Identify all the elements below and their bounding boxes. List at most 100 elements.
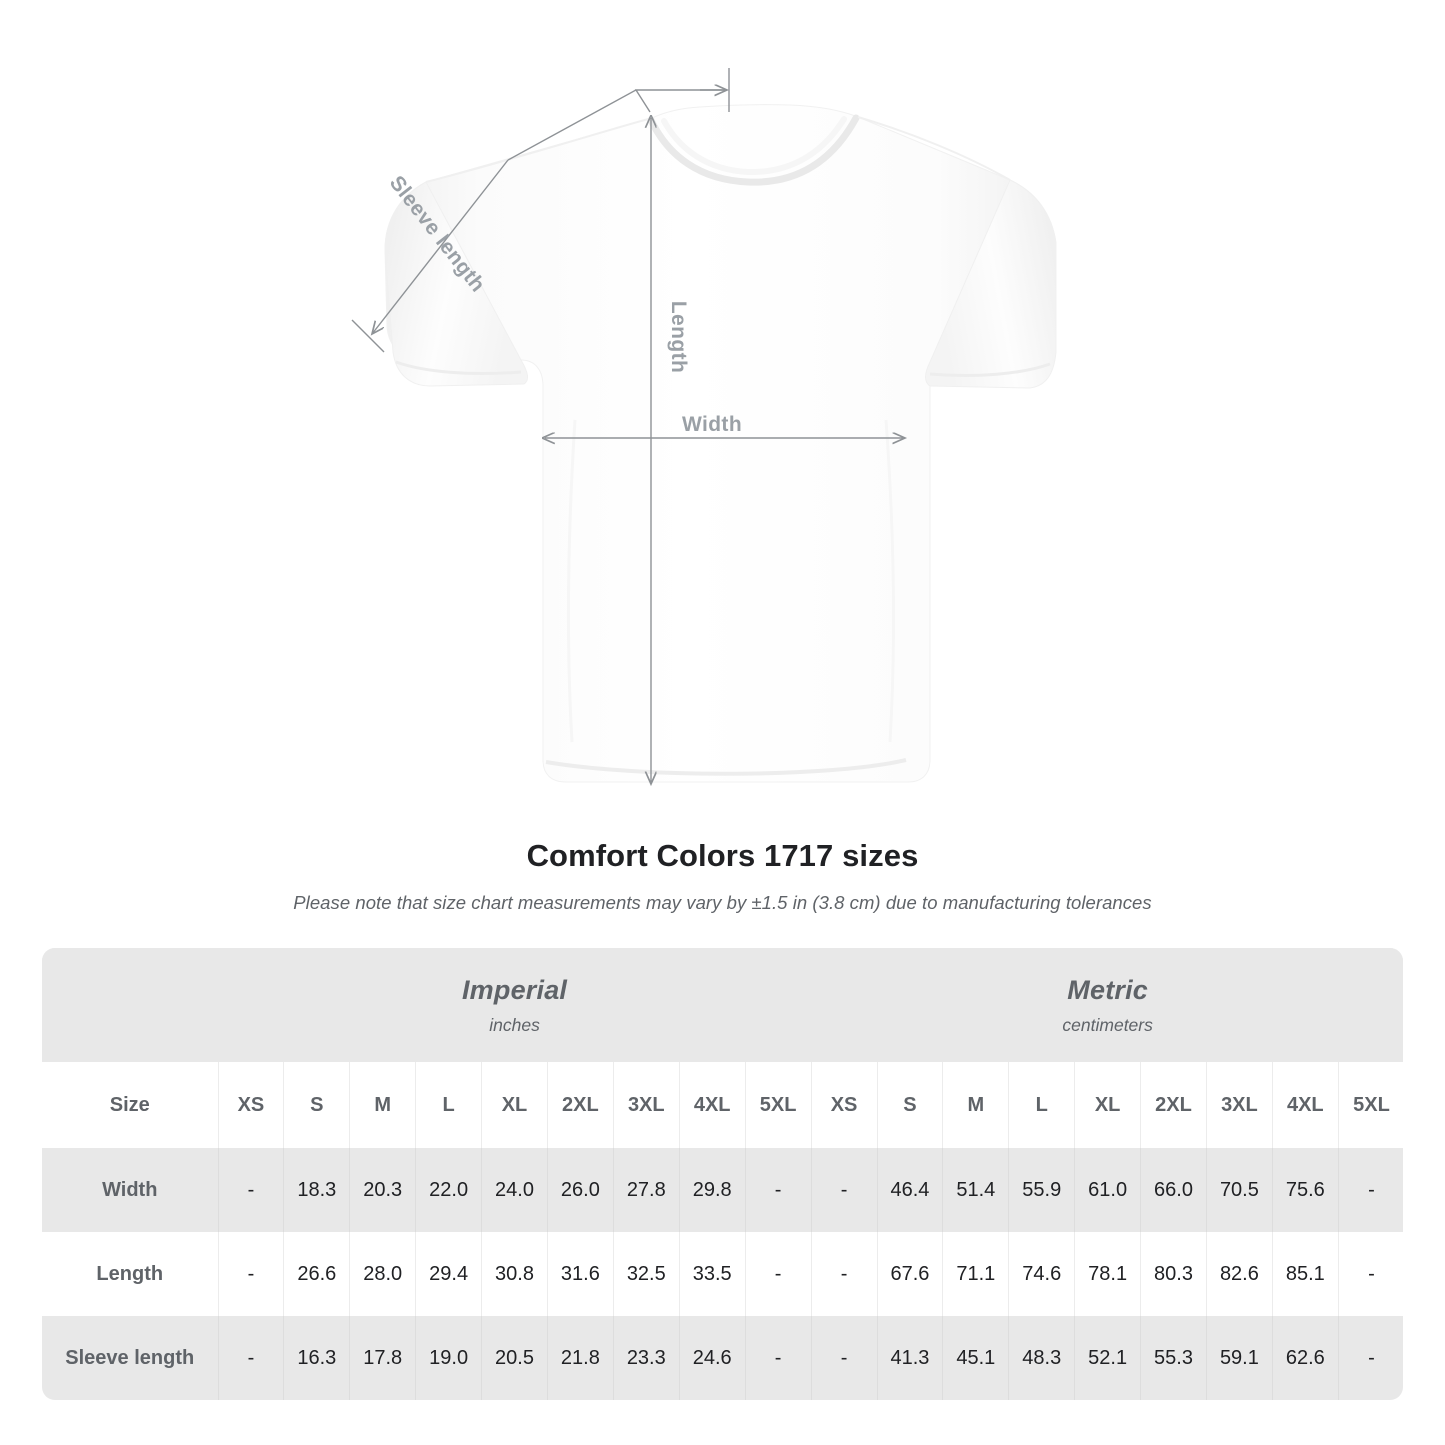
sleeve-imperial-xl: 20.5 — [481, 1316, 548, 1400]
row-label-sleeve-length: Sleeve length — [42, 1316, 218, 1400]
table-row: Length - 26.6 28.0 29.4 30.8 31.6 32.5 3… — [42, 1232, 1403, 1316]
metric-unit-header: Metric centimeters — [811, 948, 1403, 1062]
imperial-unit-header: Imperial inches — [218, 948, 812, 1062]
metric-unit-label: centimeters — [1062, 1014, 1153, 1035]
size-header-metric-2xl: 2XL — [1140, 1062, 1207, 1148]
width-metric-s: 46.4 — [876, 1148, 943, 1232]
sleeve-imperial-l: 19.0 — [415, 1316, 482, 1400]
width-metric-2xl: 66.0 — [1140, 1148, 1207, 1232]
tshirt-fold-right — [884, 419, 895, 743]
sleeve-metric-5xl: - — [1337, 1316, 1403, 1400]
sleeve-metric-s: 41.3 — [876, 1316, 943, 1400]
tshirt-diagram: Sleeve length Length Width — [351, 68, 1057, 830]
length-metric-m: 71.1 — [942, 1232, 1009, 1316]
width-metric-m: 51.4 — [942, 1148, 1009, 1232]
size-header-imperial-xs: XS — [217, 1062, 284, 1148]
tshirt-left-sleeve-hem — [395, 360, 522, 376]
tshirt-collar-inner — [661, 116, 847, 176]
width-imperial-s: 18.3 — [283, 1148, 350, 1232]
length-metric-4xl: 85.1 — [1271, 1232, 1339, 1316]
size-header-metric-s: S — [876, 1062, 943, 1148]
tshirt-right-sleeve-hem — [929, 362, 1051, 378]
length-imperial-2xl: 31.6 — [546, 1232, 614, 1316]
length-imperial-4xl: 33.5 — [678, 1232, 746, 1316]
measurement-tolerance-note: Please note that size chart measurements… — [293, 892, 1152, 913]
width-metric-xs: - — [810, 1148, 878, 1232]
sleeve-metric-2xl: 55.3 — [1140, 1316, 1207, 1400]
size-header-row: Size XS S M L XL 2XL 3XL 4XL 5XL XS S M … — [42, 1062, 1403, 1148]
tshirt-body-shape — [384, 104, 1057, 783]
length-metric-5xl: - — [1337, 1232, 1403, 1316]
sleeve-imperial-xs: - — [217, 1316, 284, 1400]
width-metric-5xl: - — [1337, 1148, 1403, 1232]
width-imperial-xs: - — [217, 1148, 284, 1232]
sleeve-imperial-3xl: 23.3 — [612, 1316, 680, 1400]
size-header-imperial-xl: XL — [481, 1062, 548, 1148]
length-metric-l: 74.6 — [1008, 1232, 1075, 1316]
size-header-metric-xl: XL — [1074, 1062, 1141, 1148]
row-label-length: Length — [42, 1232, 218, 1316]
table-row: Sleeve length - 16.3 17.8 19.0 20.5 21.8… — [42, 1316, 1403, 1400]
length-imperial-xs: - — [217, 1232, 284, 1316]
size-header-imperial-m: M — [349, 1062, 416, 1148]
sleeve-imperial-4xl: 24.6 — [678, 1316, 746, 1400]
sleeve-imperial-s: 16.3 — [283, 1316, 350, 1400]
width-metric-l: 55.9 — [1008, 1148, 1075, 1232]
tshirt-right-sleeve — [925, 179, 1057, 389]
sleeve-metric-xl: 52.1 — [1074, 1316, 1141, 1400]
width-measure: Width — [545, 413, 905, 438]
length-imperial-5xl: - — [744, 1232, 812, 1316]
size-header-imperial-2xl: 2XL — [546, 1062, 614, 1148]
tshirt-left-sleeve — [384, 181, 529, 387]
length-label: Length — [667, 301, 690, 373]
table-row: Width - 18.3 20.3 22.0 24.0 26.0 27.8 29… — [42, 1148, 1403, 1232]
size-column-header: Size — [42, 1062, 218, 1148]
size-chart-table: Imperial inches Metric centimeters Size … — [42, 948, 1403, 1400]
width-imperial-3xl: 27.8 — [612, 1148, 680, 1232]
width-label: Width — [682, 413, 742, 436]
size-header-imperial-s: S — [283, 1062, 350, 1148]
unit-header-spacer — [42, 948, 218, 1062]
width-imperial-4xl: 29.8 — [678, 1148, 746, 1232]
sleeve-metric-l: 48.3 — [1008, 1316, 1075, 1400]
width-imperial-5xl: - — [744, 1148, 812, 1232]
width-imperial-2xl: 26.0 — [546, 1148, 614, 1232]
width-metric-4xl: 75.6 — [1271, 1148, 1339, 1232]
tshirt-right-shoulder-seam — [857, 116, 1011, 181]
unit-system-header-row: Imperial inches Metric centimeters — [42, 948, 1403, 1062]
sleeve-metric-3xl: 59.1 — [1205, 1316, 1273, 1400]
sleeve-metric-4xl: 62.6 — [1271, 1316, 1339, 1400]
sleeve-imperial-5xl: - — [744, 1316, 812, 1400]
size-header-imperial-4xl: 4XL — [678, 1062, 746, 1148]
sleeve-metric-xs: - — [810, 1316, 878, 1400]
title-block: Comfort Colors 1717 sizes Please note th… — [0, 838, 1445, 914]
length-imperial-xl: 30.8 — [481, 1232, 548, 1316]
size-header-metric-xs: XS — [810, 1062, 878, 1148]
width-metric-3xl: 70.5 — [1205, 1148, 1273, 1232]
size-header-metric-3xl: 3XL — [1205, 1062, 1273, 1148]
tshirt-left-shoulder-seam — [425, 117, 653, 183]
size-header-metric-5xl: 5XL — [1337, 1062, 1403, 1148]
sleeve-imperial-m: 17.8 — [349, 1316, 416, 1400]
size-header-imperial-3xl: 3XL — [612, 1062, 680, 1148]
length-metric-xl: 78.1 — [1074, 1232, 1141, 1316]
page-title: Comfort Colors 1717 sizes — [526, 838, 919, 873]
width-imperial-xl: 24.0 — [481, 1148, 548, 1232]
width-metric-xl: 61.0 — [1074, 1148, 1141, 1232]
row-label-width: Width — [42, 1148, 218, 1232]
width-imperial-l: 22.0 — [415, 1148, 482, 1232]
length-imperial-s: 26.6 — [283, 1232, 350, 1316]
length-metric-s: 67.6 — [876, 1232, 943, 1316]
size-header-imperial-l: L — [415, 1062, 482, 1148]
length-measure: Length — [651, 118, 690, 784]
imperial-system-label: Imperial — [461, 974, 568, 1005]
length-imperial-m: 28.0 — [349, 1232, 416, 1316]
size-chart-table-container: Imperial inches Metric centimeters Size … — [42, 948, 1403, 1400]
tshirt-collar-outer — [647, 114, 860, 186]
length-metric-3xl: 82.6 — [1205, 1232, 1273, 1316]
width-imperial-m: 20.3 — [349, 1148, 416, 1232]
imperial-unit-label: inches — [489, 1014, 540, 1035]
tshirt-fold-left — [566, 419, 577, 743]
length-imperial-3xl: 32.5 — [612, 1232, 680, 1316]
